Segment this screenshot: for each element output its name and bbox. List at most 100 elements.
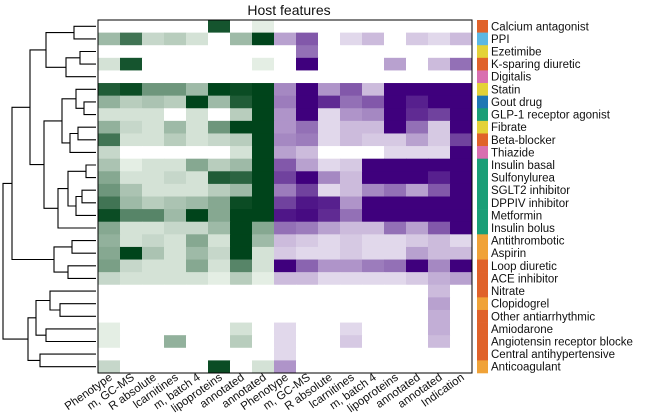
heatmap-cell [142,158,165,172]
heatmap-cell [208,246,231,260]
heatmap-cell [186,108,209,122]
heatmap-cell [362,246,385,260]
heatmap-cell [274,70,297,84]
heatmap-cell [318,146,341,160]
heatmap-cell [296,133,319,147]
heatmap-cell [406,83,429,97]
heatmap-cell [406,120,429,134]
heatmap-cell [252,284,275,298]
heatmap-cell [296,322,319,336]
heatmap-cell [384,95,407,109]
heatmap-cell [164,20,187,34]
heatmap-cell [230,234,253,248]
heatmap-cell [120,259,143,273]
heatmap-cell [186,95,209,109]
row-label: SGLT2 inhibitor [491,185,570,197]
heatmap-cell [230,20,253,34]
heatmap-cell [274,183,297,197]
heatmap-cell [274,360,297,374]
dendrogram-branch [69,132,96,153]
dendrogram-branch [57,188,96,229]
heatmap-cell [406,158,429,172]
heatmap-cell [142,284,165,298]
heatmap-cell [164,196,187,210]
row-color-swatch [477,45,488,59]
dendrogram-branch [67,265,96,279]
heatmap-cell [98,297,121,311]
heatmap-cell [230,221,253,235]
heatmap-cell [318,171,341,185]
heatmap-cell [428,272,451,286]
row-color-swatch [477,347,488,361]
heatmap-cell [98,120,121,134]
heatmap-cell [406,234,429,248]
heatmap-cell [164,32,187,46]
heatmap-cell [450,45,473,59]
row-color-swatch [477,120,488,134]
heatmap-cell [120,133,143,147]
heatmap-cell [98,196,121,210]
heatmap-cell [98,234,121,248]
heatmap-cell [296,221,319,235]
heatmap-cell [406,259,429,273]
heatmap-cell [450,360,473,374]
heatmap-cell [362,360,385,374]
heatmap-cell [428,234,451,248]
heatmap-cell [318,108,341,122]
heatmap-cell [384,57,407,71]
heatmap-cell [142,196,165,210]
heatmap-cell [142,95,165,109]
heatmap-cell [406,57,429,71]
heatmap-cell [384,83,407,97]
heatmap-cell [274,221,297,235]
heatmap-cell [296,95,319,109]
heatmap-cell [252,209,275,223]
heatmap-cell [98,158,121,172]
heatmap-cell [230,272,253,286]
heatmap-cell [186,246,209,260]
heatmap-cell [186,20,209,34]
heatmap-cell [318,183,341,197]
heatmap-cell [340,221,363,235]
dendrogram-branch [61,98,76,144]
heatmap-cell [406,146,429,160]
heatmap-cell [142,83,165,97]
heatmap-cell [318,32,341,46]
heatmap-cell [98,171,121,185]
heatmap-cell [450,272,473,286]
heatmap-cell [450,108,473,122]
heatmap-cell [120,158,143,172]
heatmap-cell [186,83,209,97]
heatmap-cell [252,183,275,197]
heatmap-cell [120,183,143,197]
heatmap-cell [252,171,275,185]
heatmap-cell [252,108,275,122]
heatmap-cell [296,335,319,349]
heatmap-cell [208,259,231,273]
heatmap-cell [406,360,429,374]
heatmap-cell [230,360,253,374]
heatmap-cell [296,183,319,197]
heatmap-cell [274,158,297,172]
heatmap-cell [120,146,143,160]
heatmap-cell [186,70,209,84]
heatmap-cell [274,57,297,71]
heatmap-cell [450,158,473,172]
heatmap-cell [296,158,319,172]
heatmap-cell [274,347,297,361]
heatmap-cell [296,57,319,71]
heatmap-cell [98,221,121,235]
heatmap-cell [318,360,341,374]
row-label: Gout drug [491,97,542,109]
row-label: Sulfonylurea [491,173,556,185]
heatmap-cell [428,284,451,298]
heatmap-cell [384,20,407,34]
heatmap-cell [296,146,319,160]
heatmap-cell [98,335,121,349]
heatmap-cell [318,335,341,349]
heatmap-cell [450,322,473,336]
heatmap-cell [186,209,209,223]
heatmap-cell [142,171,165,185]
heatmap-cell [428,360,451,374]
row-label: GLP-1 receptor agonist [491,110,611,122]
